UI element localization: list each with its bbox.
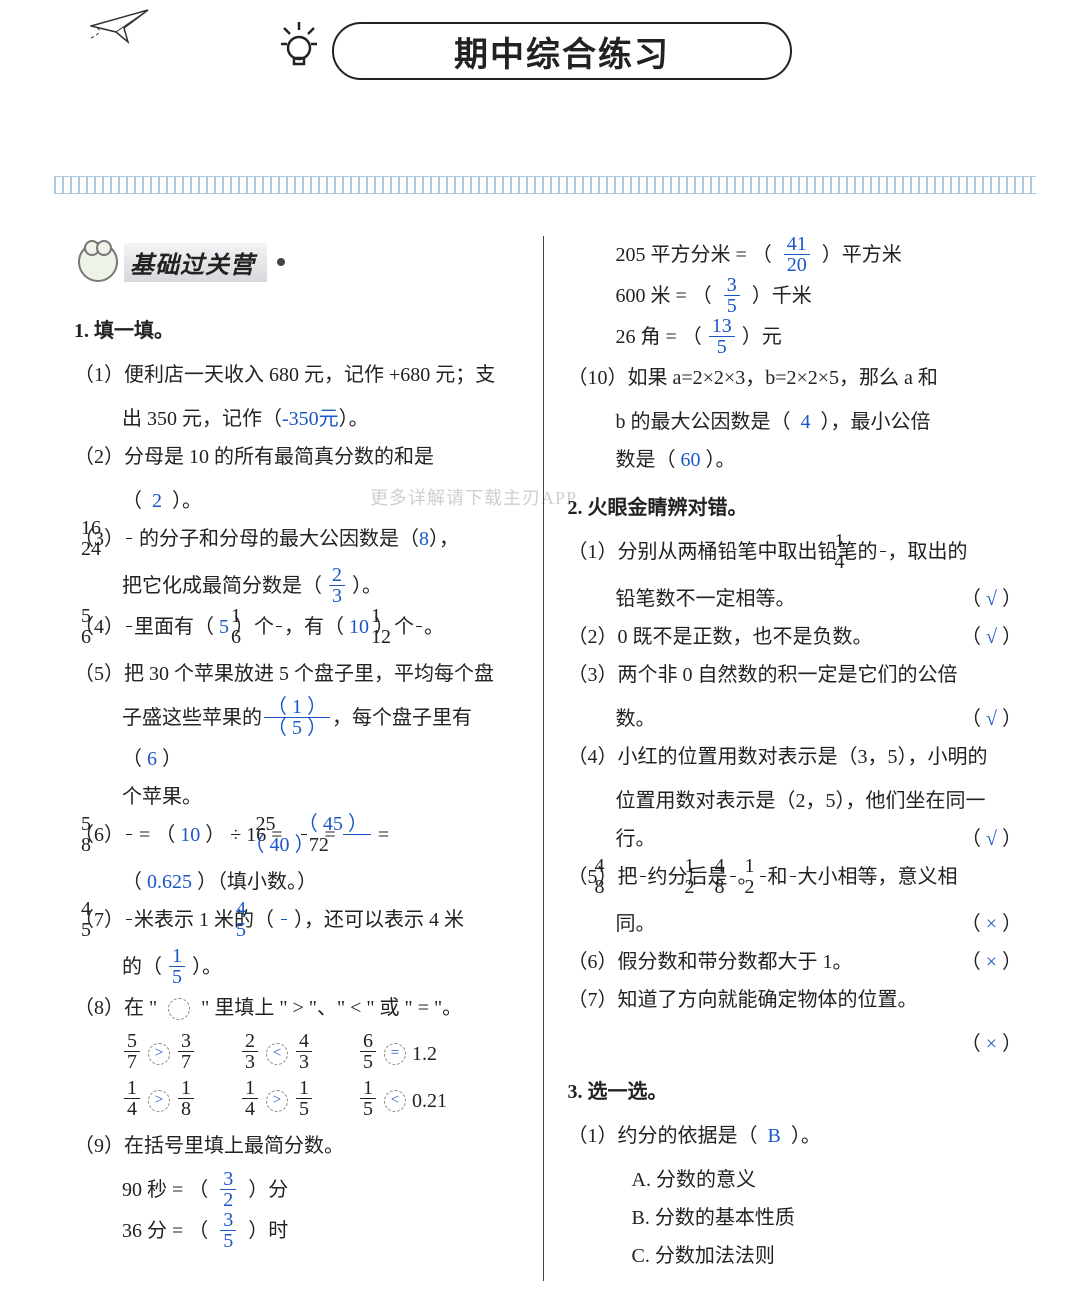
- right-column: 205 平方分米 = （ 4120 ）平方米 600 米 = （ 35 ）千米 …: [544, 236, 1037, 1281]
- q2-3-answer: √: [986, 708, 997, 730]
- q3-1-optA: A. 分数的意义: [632, 1161, 1023, 1199]
- cmp-answer: >: [148, 1090, 170, 1112]
- q1-9-1: 90 秒 = （ 32 ）分: [122, 1171, 529, 1212]
- q3-1-optC: C. 分数加法法则: [632, 1237, 1023, 1275]
- page-title: 期中综合练习: [454, 27, 670, 76]
- q1-10c: 数是（ 60 ）。: [616, 441, 1023, 479]
- q3-head: 3. 选一选。: [568, 1073, 1023, 1111]
- q1-3-answer1: 8: [419, 528, 429, 550]
- q1-6-answer3: （ 45 ）: [343, 814, 371, 835]
- q1-10-answer1: 4: [801, 411, 811, 433]
- q1-10: （10）如果 a=2×2×3，b=2×2×5，那么 a 和: [568, 359, 1023, 397]
- q2-2-answer: √: [986, 626, 997, 648]
- paper-plane-icon: [90, 8, 150, 44]
- q1-3b: 把它化成最简分数是（ 23 ）。: [122, 567, 529, 608]
- q2-1b: 铅笔数不一定相等。（ √ ）: [568, 580, 1023, 618]
- cmp-answer: >: [266, 1090, 288, 1112]
- q2-4b: 位置用数对表示是（2，5），他们坐在同一: [616, 782, 1023, 820]
- q2-1: （1）分别从两桶铅笔中取出铅笔的14，取出的: [568, 533, 1023, 574]
- q1-3: （3）1624 的分子和分母的最大公因数是（8），: [74, 520, 529, 561]
- q1-10-answer2: 60: [681, 449, 701, 471]
- q2-7-answer: ×: [986, 1033, 997, 1055]
- circle-icon: [168, 998, 190, 1020]
- q1-2b: （ 2 ）。: [122, 482, 529, 520]
- q1-9-answer1: 32: [220, 1169, 236, 1210]
- q2-head: 2. 火眼金睛辨对错。: [568, 489, 1023, 527]
- q2-3b: 数。（ √ ）: [568, 700, 1023, 738]
- q2-4c: 行。（ √ ）: [568, 820, 1023, 858]
- cmp-answer: >: [148, 1043, 170, 1065]
- q1-5-answer1: （ 1 ）（ 5 ）: [264, 697, 330, 738]
- q1-9-answer4: 35: [724, 275, 740, 316]
- q1-1: （1）便利店一天收入 680 元，记作 +680 元；支: [74, 356, 529, 394]
- q1-9: （9）在括号里填上最简分数。: [74, 1127, 529, 1165]
- q2-4-answer: √: [986, 828, 997, 850]
- q1-9-3: 205 平方分米 = （ 4120 ）平方米: [616, 236, 1023, 277]
- q1-5c: 个苹果。: [122, 778, 529, 816]
- q1-1b: 出 350 元，记作（-350元）。: [122, 400, 529, 438]
- q1-6-answer1: 10: [180, 824, 200, 846]
- q1-5-answer2: 6: [147, 748, 157, 770]
- q1-7-answer2: 15: [169, 946, 185, 987]
- q1-6b: （ 0.625 ）（填小数。）: [122, 863, 529, 901]
- q2-7b: （ × ）: [568, 1025, 1023, 1063]
- q1-4: （4）56里面有（ 5 ）个16，有（ 10 ）个112。: [74, 608, 529, 649]
- q1-2: （2）分母是 10 的所有最简真分数的和是: [74, 438, 529, 476]
- q2-2: （2）0 既不是正数，也不是负数。（ √ ）: [568, 618, 1023, 656]
- q1-3-answer2: 23: [329, 565, 345, 606]
- q2-5b: 同。（ × ）: [568, 905, 1023, 943]
- cmp-answer: <: [384, 1090, 406, 1112]
- q2-5-answer: ×: [986, 913, 997, 935]
- q2-6-answer: ×: [986, 951, 997, 973]
- q1-7-answer1: 45: [281, 899, 287, 940]
- q1-2-answer: 2: [152, 490, 162, 512]
- q3-1-answer: B: [768, 1125, 781, 1147]
- cmp-answer: =: [384, 1043, 406, 1065]
- left-column: 1. 填一填。 （1）便利店一天收入 680 元，记作 +680 元；支 出 3…: [60, 236, 544, 1281]
- q1-4-answer1: 5: [219, 616, 229, 638]
- cmp-answer: <: [266, 1043, 288, 1065]
- q2-7: （7）知道了方向就能确定物体的位置。: [568, 981, 1023, 1019]
- q1-head: 1. 填一填。: [74, 312, 529, 350]
- q1-9-answer3: 4120: [784, 234, 810, 275]
- q1-9-2: 36 分 = （ 35 ）时: [122, 1212, 529, 1253]
- q2-5: （5）把48约分后是12。48和12大小相等，意义相: [568, 858, 1023, 899]
- q1-4-answer2: 10: [349, 616, 369, 638]
- title-box: 期中综合练习: [332, 22, 792, 80]
- q1-7: （7）45米表示 1 米的（ 45 ），还可以表示 4 米: [74, 901, 529, 942]
- q1-8: （8）在 " " 里填上 " > "、" < " 或 " = "。: [74, 989, 529, 1027]
- q1-8-row1: 57>37 23<43 65=1.2: [122, 1033, 529, 1074]
- q2-6: （6）假分数和带分数都大于 1。（ × ）: [568, 943, 1023, 981]
- q1-6: （6）58 = （ 10 ） ÷ 16 = 25（ 40 ） = （ 45 ）7…: [74, 816, 529, 857]
- q1-5: （5）把 30 个苹果放进 5 个盘子里，平均每个盘: [74, 655, 529, 693]
- q3-1: （1）约分的依据是（ B ）。: [568, 1117, 1023, 1155]
- q1-7b: 的（ 15 ）。: [122, 948, 529, 989]
- q1-6-answer4: 0.625: [147, 871, 192, 893]
- lightbulb-icon: [278, 18, 320, 68]
- q1-9-4: 600 米 = （ 35 ）千米: [616, 277, 1023, 318]
- q1-9-answer5: 135: [709, 316, 735, 357]
- q3-1-optB: B. 分数的基本性质: [632, 1199, 1023, 1237]
- ruler-divider: [54, 176, 1036, 194]
- q1-9-5: 26 角 = （ 135 ）元: [616, 318, 1023, 359]
- q2-3: （3）两个非 0 自然数的积一定是它们的公倍: [568, 656, 1023, 694]
- q1-9-answer2: 35: [220, 1210, 236, 1251]
- q1-5b: 子盛这些苹果的（ 1 ）（ 5 ），每个盘子里有（ 6 ）: [122, 699, 529, 778]
- q1-8-row2: 14>18 14>15 15<0.21: [122, 1080, 529, 1121]
- q1-1-answer: -350元: [282, 408, 339, 430]
- q1-10b: b 的最大公因数是（ 4 ），最小公倍: [616, 403, 1023, 441]
- q2-4: （4）小红的位置用数对表示是（3，5），小明的: [568, 738, 1023, 776]
- q2-1-answer: √: [986, 588, 997, 610]
